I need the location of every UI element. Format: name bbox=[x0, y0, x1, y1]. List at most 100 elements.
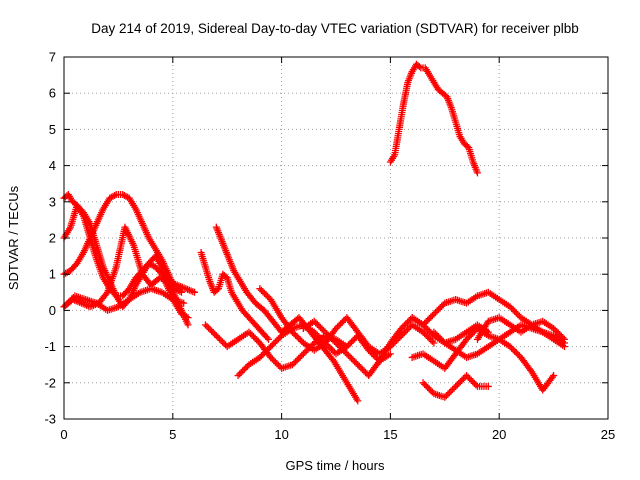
data-point bbox=[262, 291, 270, 299]
data-point bbox=[270, 357, 278, 365]
data-point bbox=[445, 389, 453, 397]
data-point bbox=[357, 364, 365, 372]
data-point bbox=[349, 356, 357, 364]
x-tick-label: 15 bbox=[383, 427, 397, 442]
data-point bbox=[371, 352, 379, 360]
data-point bbox=[449, 386, 457, 394]
data-point bbox=[312, 319, 320, 327]
data-point bbox=[62, 301, 70, 309]
data-point bbox=[111, 290, 119, 298]
data-point bbox=[360, 367, 368, 375]
data-point bbox=[205, 324, 213, 332]
data-point bbox=[315, 322, 323, 330]
data-point bbox=[236, 370, 244, 378]
data-point bbox=[424, 383, 432, 391]
data-point bbox=[430, 328, 438, 336]
data-point bbox=[310, 317, 318, 325]
data-point bbox=[435, 305, 443, 313]
data-point bbox=[397, 332, 405, 340]
data-point bbox=[419, 328, 427, 336]
data-point bbox=[405, 317, 413, 325]
data-point bbox=[514, 350, 522, 358]
axis-ticks: 0 5 10 15 20 25 -3 -2 -1 0 1 2 3 4 5 6 7 bbox=[44, 50, 615, 443]
data-point bbox=[354, 361, 362, 369]
data-point bbox=[459, 375, 467, 383]
data-point bbox=[467, 376, 475, 384]
data-point bbox=[458, 376, 466, 384]
data-point bbox=[256, 353, 264, 361]
data-point bbox=[548, 373, 556, 381]
data-point bbox=[315, 333, 323, 341]
data-point bbox=[209, 329, 217, 337]
data-point bbox=[334, 323, 342, 331]
series-track-c bbox=[60, 191, 186, 296]
data-point bbox=[301, 348, 309, 356]
series-track-o bbox=[419, 372, 492, 401]
data-point bbox=[341, 348, 349, 356]
data-point bbox=[316, 323, 324, 331]
x-tick-label: 10 bbox=[274, 427, 288, 442]
data-point bbox=[425, 327, 433, 335]
data-point bbox=[427, 336, 435, 344]
data-point bbox=[293, 356, 301, 364]
data-point bbox=[433, 331, 441, 339]
data-point bbox=[326, 333, 334, 341]
data-point bbox=[330, 337, 338, 345]
data-point bbox=[431, 308, 439, 316]
data-point bbox=[296, 336, 304, 344]
data-point bbox=[472, 381, 480, 389]
data-point bbox=[332, 325, 340, 332]
data-point bbox=[427, 387, 435, 395]
data-point bbox=[402, 320, 410, 328]
data-point bbox=[415, 63, 423, 71]
data-point bbox=[337, 320, 345, 328]
x-tick-label: 25 bbox=[601, 427, 615, 442]
data-point bbox=[514, 311, 522, 319]
data-point bbox=[433, 307, 441, 315]
data-point bbox=[292, 331, 300, 339]
data-point bbox=[463, 372, 471, 380]
data-point bbox=[554, 329, 562, 337]
y-tick-label: 0 bbox=[49, 303, 56, 318]
data-point bbox=[332, 339, 340, 347]
data-point bbox=[421, 319, 429, 327]
data-point bbox=[299, 350, 307, 358]
data-point bbox=[264, 292, 272, 300]
data-point bbox=[338, 318, 346, 326]
data-point bbox=[288, 328, 296, 336]
data-point bbox=[267, 353, 275, 361]
data-point bbox=[312, 330, 320, 338]
data-point bbox=[509, 346, 517, 354]
y-axis-label: SDTVAR / TECUs bbox=[6, 185, 21, 290]
data-point bbox=[463, 335, 471, 343]
data-point bbox=[214, 333, 222, 341]
data-point bbox=[349, 336, 357, 344]
data-point bbox=[261, 349, 269, 357]
data-point bbox=[334, 341, 342, 349]
data-point bbox=[267, 343, 275, 351]
data-point bbox=[452, 382, 460, 390]
data-point bbox=[430, 339, 438, 347]
data-point bbox=[466, 375, 474, 383]
data-point bbox=[253, 336, 261, 344]
data-point bbox=[508, 344, 516, 352]
data-point bbox=[295, 354, 303, 362]
x-tick-label: 5 bbox=[169, 427, 176, 442]
data-point bbox=[425, 315, 433, 323]
data-point bbox=[208, 327, 216, 335]
data-point bbox=[467, 331, 475, 339]
data-point bbox=[512, 349, 520, 357]
series-track-d bbox=[60, 223, 199, 311]
series-track-f bbox=[197, 248, 273, 343]
data-point bbox=[68, 295, 76, 303]
data-point bbox=[348, 338, 356, 346]
data-point bbox=[248, 331, 256, 339]
y-tick-label: 7 bbox=[49, 50, 56, 65]
data-point bbox=[403, 318, 411, 326]
data-point bbox=[447, 387, 455, 395]
data-point bbox=[310, 328, 318, 336]
data-point bbox=[422, 324, 430, 332]
data-point bbox=[421, 380, 429, 388]
data-point bbox=[250, 333, 258, 341]
